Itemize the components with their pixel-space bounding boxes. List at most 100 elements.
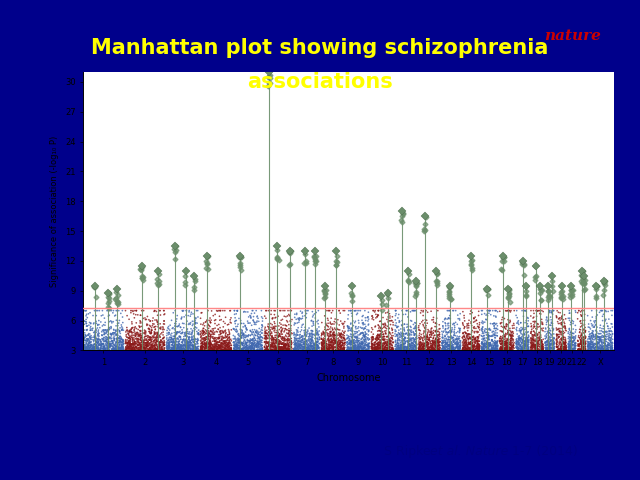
Point xyxy=(85,333,95,341)
Point xyxy=(387,344,397,352)
Point xyxy=(180,346,191,354)
Point xyxy=(374,336,384,343)
Point xyxy=(123,334,133,341)
Point xyxy=(203,329,213,337)
Point xyxy=(85,309,95,317)
Point xyxy=(458,343,468,351)
Point xyxy=(118,338,129,346)
Point xyxy=(458,329,468,337)
Point xyxy=(184,338,195,346)
Point xyxy=(81,307,92,314)
Point xyxy=(153,345,163,353)
Point xyxy=(576,329,586,337)
Point xyxy=(500,324,510,332)
Point xyxy=(387,345,397,353)
Point xyxy=(103,337,113,345)
Point xyxy=(367,345,378,353)
Point xyxy=(482,337,492,345)
Point xyxy=(541,341,552,348)
Point xyxy=(187,329,197,337)
Point xyxy=(196,345,206,353)
Point xyxy=(378,340,388,348)
Point xyxy=(523,323,533,330)
Point xyxy=(573,309,583,317)
Point xyxy=(499,346,509,354)
Point xyxy=(113,339,124,347)
Point xyxy=(126,329,136,336)
Point xyxy=(81,337,91,345)
Point xyxy=(355,307,365,314)
Point xyxy=(417,335,428,343)
Point xyxy=(280,342,291,349)
Point xyxy=(313,345,323,352)
Point xyxy=(164,339,175,347)
Point xyxy=(230,311,240,318)
Point xyxy=(548,347,559,354)
Point xyxy=(535,337,545,345)
Point xyxy=(237,341,248,349)
Point xyxy=(196,339,207,347)
Point xyxy=(150,339,161,347)
Point xyxy=(115,338,125,346)
Point xyxy=(199,334,209,342)
Point xyxy=(557,335,567,342)
Point xyxy=(428,346,438,354)
Point xyxy=(145,346,156,354)
Point xyxy=(467,342,477,350)
Point xyxy=(579,338,589,346)
Point xyxy=(586,320,596,328)
Point xyxy=(127,346,137,354)
Point xyxy=(468,324,479,332)
Point xyxy=(118,346,128,354)
Point xyxy=(545,347,556,354)
Point xyxy=(491,345,501,352)
Point xyxy=(444,343,454,350)
Point xyxy=(462,322,472,330)
Point xyxy=(251,321,261,328)
Point xyxy=(305,347,315,354)
Point xyxy=(136,334,146,341)
Point xyxy=(442,338,452,346)
Point xyxy=(598,333,608,341)
Point xyxy=(172,341,182,348)
Point xyxy=(584,333,595,341)
Point xyxy=(209,346,220,354)
Point xyxy=(490,346,500,354)
Point xyxy=(338,334,348,342)
Point xyxy=(544,344,554,352)
Point xyxy=(481,341,491,349)
Point xyxy=(186,311,196,318)
Point xyxy=(387,317,397,324)
Point xyxy=(300,338,310,346)
Point xyxy=(79,332,89,340)
Point xyxy=(184,308,194,316)
Point xyxy=(536,338,546,346)
Point xyxy=(378,342,388,349)
Point xyxy=(482,339,492,347)
Point xyxy=(554,314,564,322)
Point xyxy=(109,325,119,333)
Point xyxy=(531,312,541,320)
Point xyxy=(385,336,395,344)
Point xyxy=(444,345,454,353)
Point xyxy=(274,330,284,337)
Point xyxy=(414,326,424,334)
Point xyxy=(250,342,260,350)
Point xyxy=(303,342,313,350)
Point xyxy=(394,343,404,351)
Point xyxy=(289,341,300,348)
Point xyxy=(120,340,131,348)
Point xyxy=(440,344,450,351)
Point xyxy=(426,345,436,352)
Point xyxy=(224,327,234,335)
Point xyxy=(607,344,617,351)
Point xyxy=(499,331,509,339)
Point xyxy=(479,345,489,353)
Point xyxy=(586,332,596,339)
Point xyxy=(579,344,589,351)
Point xyxy=(467,333,477,341)
Point xyxy=(220,346,230,353)
Point xyxy=(557,322,568,330)
Point xyxy=(304,333,314,341)
Point xyxy=(215,345,225,353)
